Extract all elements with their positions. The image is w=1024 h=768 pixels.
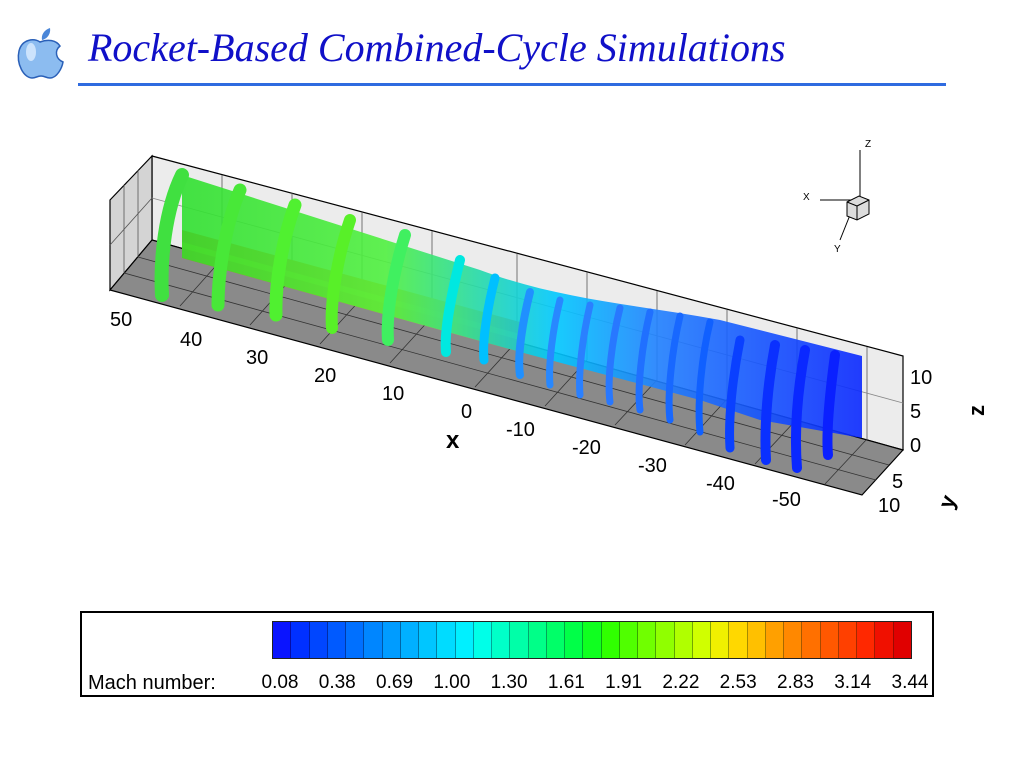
x-tick: -50	[772, 489, 801, 511]
colormap-swatch	[619, 622, 638, 658]
x-tick: -30	[638, 455, 667, 477]
orientation-triad: Z X Y	[803, 139, 871, 255]
legend-tick: 2.22	[662, 672, 700, 693]
colormap-swatch	[528, 622, 547, 658]
x-tick: -10	[506, 419, 535, 441]
colormap-swatch	[820, 622, 839, 658]
x-tick: 40	[180, 329, 202, 351]
colormap-swatch	[327, 622, 346, 658]
colormap-swatch	[857, 622, 876, 658]
colormap-swatch	[802, 622, 821, 658]
colormap-swatch	[291, 622, 310, 658]
colormap-swatch	[510, 622, 529, 658]
colormap-swatch	[674, 622, 693, 658]
colormap-swatch	[711, 622, 730, 658]
legend-label: Mach number:	[88, 672, 216, 694]
legend-tick: 0.08	[261, 672, 299, 693]
y-axis-label: y	[933, 491, 961, 512]
legend-tick: 1.00	[433, 672, 471, 693]
colormap-swatch	[784, 622, 803, 658]
x-axis-label: x	[446, 427, 460, 454]
y-tick: 5	[892, 471, 903, 493]
colormap-swatch	[747, 622, 766, 658]
legend-tick: 1.61	[547, 672, 585, 693]
legend-tick: 1.91	[605, 672, 643, 693]
legend-tick: 2.53	[719, 672, 757, 693]
legend-tick: 0.69	[376, 672, 414, 693]
legend-tick: 2.83	[776, 672, 814, 693]
z-tick: 10	[910, 367, 932, 389]
x-tick: 20	[314, 365, 336, 387]
x-tick: 50	[110, 309, 132, 331]
triad-x-label: X	[803, 192, 810, 203]
colormap-swatch	[346, 622, 365, 658]
legend-tick: 0.38	[318, 672, 356, 693]
legend-tick: 1.30	[490, 672, 528, 693]
x-axis-ticks: 50 40 30 20 10 0 -10 -20 -30 -40 -50	[110, 309, 801, 511]
colormap-swatch	[546, 622, 565, 658]
colormap-legend: Mach number: 0.08 0.38 0.69 1.00 1.30 1.61 1.9…	[80, 611, 934, 697]
colormap-swatch	[838, 622, 857, 658]
colormap-swatch	[583, 622, 602, 658]
legend-tick: 3.14	[834, 672, 872, 693]
triad-y-label: Y	[834, 244, 841, 255]
colormap-swatch	[765, 622, 784, 658]
colormap-bar	[272, 621, 912, 659]
slide-title: Rocket-Based Combined-Cycle Simulations	[88, 25, 786, 70]
y-tick: 10	[878, 495, 900, 517]
colormap-swatch	[364, 622, 383, 658]
flow-sheet	[182, 175, 862, 438]
x-tick: 0	[461, 401, 472, 423]
z-tick: 5	[910, 401, 921, 423]
title-divider	[78, 83, 946, 86]
z-axis-label: z	[964, 405, 989, 416]
triad-z-label: Z	[865, 139, 871, 150]
x-tick: 10	[382, 383, 404, 405]
colormap-swatch	[400, 622, 419, 658]
colormap-swatch	[729, 622, 748, 658]
apple-logo-icon	[17, 28, 64, 79]
x-tick: -20	[572, 437, 601, 459]
colormap-swatch	[455, 622, 474, 658]
x-tick: 30	[246, 347, 268, 369]
z-tick: 0	[910, 435, 921, 457]
colormap-swatch	[492, 622, 511, 658]
colormap-swatch	[382, 622, 401, 658]
colormap-swatch	[419, 622, 438, 658]
flow-slices	[154, 168, 840, 473]
legend-tick: 3.44	[891, 672, 929, 693]
colormap-swatch	[656, 622, 675, 658]
colormap-swatch	[638, 622, 657, 658]
colormap-swatch	[601, 622, 620, 658]
x-tick: -40	[706, 473, 735, 495]
colormap-swatch	[473, 622, 492, 658]
legend-tick-labels: 0.08 0.38 0.69 1.00 1.30 1.61 1.91 2.22 2.53 2.83…	[252, 672, 936, 696]
colormap-swatch	[565, 622, 584, 658]
y-axis-ticks: 5 10	[878, 471, 903, 517]
colormap-swatch	[893, 622, 911, 658]
colormap-swatch	[309, 622, 328, 658]
colormap-swatch	[437, 622, 456, 658]
colormap-swatch	[692, 622, 711, 658]
colormap-swatch	[875, 622, 894, 658]
colormap-swatch	[273, 622, 292, 658]
z-axis-ticks: 10 5 0	[910, 367, 932, 457]
